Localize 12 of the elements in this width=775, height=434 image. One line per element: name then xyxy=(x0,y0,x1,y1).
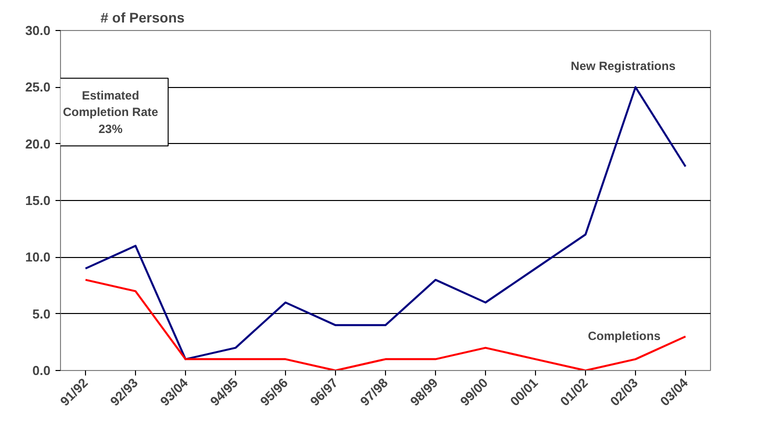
y-tick-label: 10.0 xyxy=(25,250,51,265)
text: New Registrations xyxy=(570,59,676,74)
line-series xyxy=(84,278,686,370)
annotation: Estimated Completion Rate 23% xyxy=(62,88,158,136)
y-tick-label: 20.0 xyxy=(25,136,51,152)
series-label: Completions xyxy=(588,329,661,344)
y-tick-label: 0.0 xyxy=(32,363,51,378)
y-tick-label: 5.0 xyxy=(32,306,51,322)
y-tick-label: 15.0 xyxy=(25,193,51,208)
y-axis-title: # of Persons xyxy=(100,10,185,26)
y-tick-label: 30.0 xyxy=(25,23,51,38)
y-tick-label: 25.0 xyxy=(25,80,51,95)
